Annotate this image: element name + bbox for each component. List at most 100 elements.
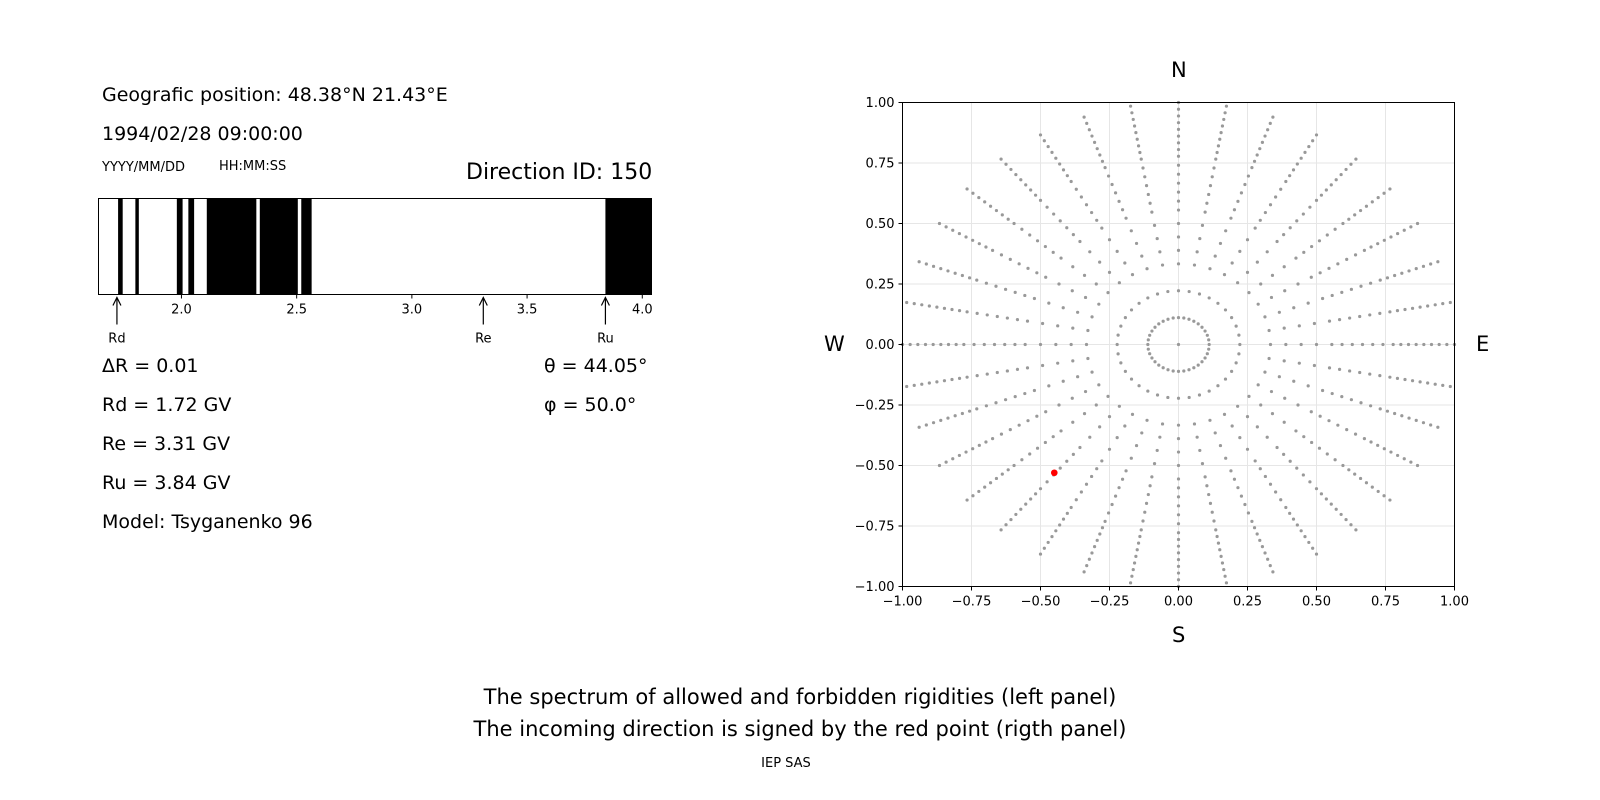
direction-point [1358,370,1362,375]
direction-point [1207,338,1211,342]
direction-point [1418,380,1422,384]
direction-point [1263,134,1267,138]
direction-point [1207,389,1211,393]
direction-point [1176,571,1181,575]
spectrum-tick-label: 3.5 [517,303,538,318]
direction-point [1329,183,1333,187]
direction-point [1253,226,1257,230]
direction-point [1414,267,1418,271]
direction-point [977,443,981,447]
direction-point [1176,289,1181,293]
direction-point [1088,435,1092,439]
incoming-direction-point [1051,469,1058,477]
direction-point [1012,463,1016,468]
direction-point [1314,133,1319,137]
y-tick-label: −0.75 [855,520,895,535]
direction-point [1319,193,1324,197]
direction-point [1311,546,1315,550]
direction-point [1150,329,1154,333]
direction-point [1223,308,1228,312]
x-tick-label: 0.00 [1164,595,1193,610]
direction-point [1349,523,1353,527]
direction-point [950,307,954,312]
time-format-label: HH:MM:SS [219,159,287,174]
direction-point [927,381,931,385]
direction-point [1046,144,1050,149]
direction-point [1224,229,1228,233]
direction-point [1259,282,1263,286]
direction-point [1258,147,1262,151]
direction-point [1336,423,1340,427]
direction-point [984,440,988,444]
direction-point [1107,270,1112,275]
direction-point [1284,179,1288,184]
direction-point [917,425,921,429]
direction-point [1059,256,1063,260]
direction-point [1218,443,1223,448]
direction-point [1382,191,1386,195]
y-tick-label: −0.25 [855,399,895,414]
direction-point [1003,398,1008,402]
west-label: W [824,332,845,356]
direction-point [1176,578,1181,582]
direction-point [1223,111,1227,115]
direction-point [1207,492,1211,497]
direction-point [1414,342,1418,347]
direction-point [1100,526,1105,530]
direction-point [1369,281,1373,285]
spectrum-tick-label: 2.0 [171,303,192,318]
direction-point [1144,184,1149,188]
direction-point [1144,501,1149,505]
direction-point [1291,517,1296,521]
direction-point [1334,178,1338,182]
direction-point [1012,221,1016,226]
direction-point [1166,395,1170,400]
direction-point [924,423,928,427]
direction-point [1176,141,1181,145]
direction-point [1088,250,1092,254]
direction-point [1210,510,1214,514]
direction-point [1176,450,1181,454]
direction-point [1243,502,1247,507]
direction-point [1270,412,1275,416]
direction-point [1236,199,1240,203]
direction-point [1079,195,1083,199]
ru-value: Ru = 3.84 GV [102,472,231,494]
direction-point [1187,289,1191,294]
direction-point [1220,124,1225,128]
direction-point [1358,208,1363,213]
forbidden-band-7 [605,198,652,295]
direction-point [1267,328,1271,333]
direction-point [1426,304,1430,308]
direction-point [1132,561,1137,565]
direction-point [1047,384,1051,388]
direction-point [1176,235,1181,239]
direction-point [942,379,947,383]
direction-point [1330,293,1334,298]
direction-point [999,157,1003,161]
direction-point [1025,319,1030,323]
direction-point [931,342,935,347]
direction-point [1087,128,1091,132]
caption-line-2: The incoming direction is signed by the … [473,717,1127,741]
direction-point [1130,412,1135,416]
direction-point [1277,310,1281,314]
direction-point [1135,137,1139,141]
direction-point [1294,256,1298,260]
direction-point [1283,396,1287,400]
direction-point [1054,342,1058,347]
direction-point [1406,342,1411,347]
direction-point [1266,128,1270,132]
direction-point [946,416,950,420]
direction-point [1029,497,1033,501]
direction-point [951,457,955,461]
direction-point [982,342,986,347]
direction-point [1098,425,1102,429]
direction-point [1325,233,1329,237]
direction-point [1095,467,1099,471]
direction-point [1263,551,1267,555]
direction-point [1259,403,1263,407]
direction-point [1263,474,1267,479]
direction-point [1107,238,1112,242]
direction-point [1148,352,1152,356]
